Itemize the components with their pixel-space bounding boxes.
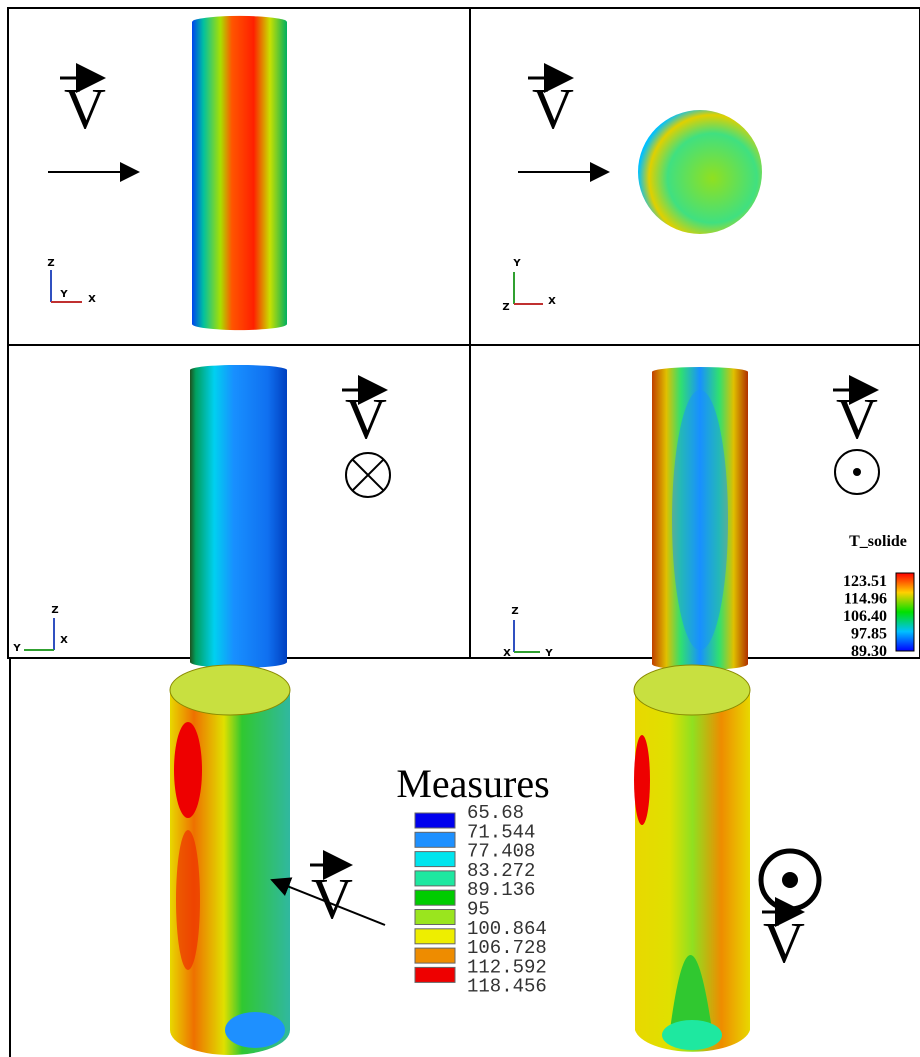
colorbar-tick-label: 97.85	[851, 626, 887, 643]
axis-label: Y	[512, 258, 521, 269]
legend: 65.6871.54477.40883.27289.13695100.86410…	[415, 802, 547, 998]
vector-label: V	[532, 76, 574, 141]
axes: Y Z X	[502, 258, 556, 313]
vector-label: V	[311, 866, 353, 931]
legend-swatch	[415, 929, 455, 944]
vector-label: V	[64, 76, 106, 141]
axis-label: X	[88, 294, 96, 305]
vector: V	[528, 76, 574, 141]
legend-swatch	[415, 813, 455, 828]
legend-label: 118.456	[467, 976, 547, 998]
legend-swatch	[415, 852, 455, 867]
cylinder	[190, 365, 287, 668]
axis-label: Y	[12, 643, 21, 654]
cold-zone	[672, 390, 728, 650]
into-page-symbol	[346, 453, 390, 497]
colorbar-tick-label: 89.30	[851, 643, 887, 660]
out-of-page-symbol	[761, 851, 819, 909]
vector: V	[762, 910, 805, 975]
axis-label: Z	[47, 258, 54, 269]
top-frame	[8, 8, 920, 658]
hot-zone	[634, 735, 650, 825]
axes: Z Y X	[12, 605, 68, 654]
legend-swatch	[415, 967, 455, 982]
vector: V	[60, 76, 106, 141]
colorbar-tick-label: 123.51	[843, 573, 887, 590]
cylinder-top	[638, 110, 762, 234]
axis-label: Z	[511, 606, 518, 617]
legend-swatch	[415, 910, 455, 925]
colorbar	[896, 573, 914, 651]
legend-swatch	[415, 890, 455, 905]
colorbar-tick-label: 114.96	[844, 591, 887, 608]
hot-zone	[174, 722, 202, 818]
vector: V	[342, 386, 387, 451]
axis-label: Z	[51, 605, 58, 616]
axes: Z Y X	[47, 258, 96, 305]
figure: V Z Y X V Y Z X V Z Y X V Z X Y T_solide…	[0, 0, 920, 1057]
axis-label: Y	[544, 648, 553, 659]
axes: Z X Y	[503, 606, 553, 659]
axis-label: X	[60, 635, 68, 646]
axis-label: X	[503, 648, 511, 659]
hot-zone	[176, 830, 200, 970]
legend-swatch	[415, 832, 455, 847]
cylinder-top	[170, 665, 290, 715]
axis-label: Z	[502, 302, 509, 313]
vector-label: V	[836, 386, 878, 451]
axis-label: X	[548, 296, 556, 307]
out-of-page-symbol	[835, 450, 879, 494]
legend-swatch	[415, 948, 455, 963]
legend-title: Measures	[396, 761, 549, 806]
cylinder-top	[634, 665, 750, 715]
legend-swatch	[415, 871, 455, 886]
colorbar-title: T_solide	[849, 533, 907, 550]
cold-zone	[225, 1012, 285, 1048]
vector: V	[310, 865, 353, 931]
vector-label: V	[763, 910, 805, 975]
colorbar-tick-label: 106.40	[843, 608, 887, 625]
axis-label: Y	[59, 289, 68, 300]
cool-zone	[662, 1020, 722, 1050]
vector: V	[833, 386, 878, 451]
cylinder	[192, 16, 287, 330]
vector-label: V	[345, 386, 387, 451]
